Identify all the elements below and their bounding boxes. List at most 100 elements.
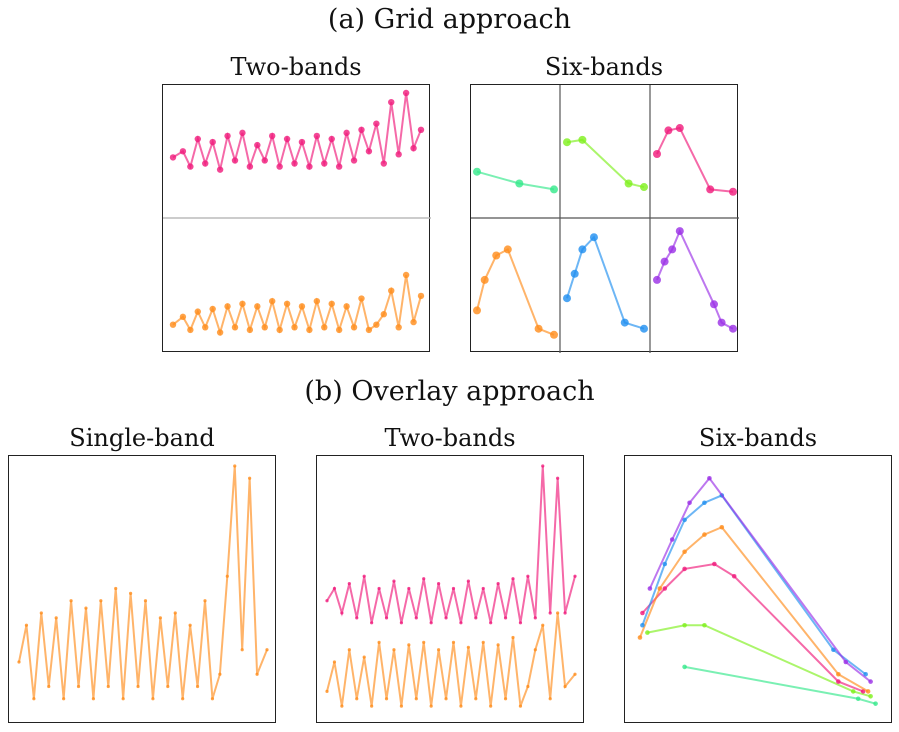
overlay-single-band-point (99, 599, 103, 603)
grid-two-bottom-band-point (365, 326, 373, 334)
overlay-six-band-3-point (712, 561, 717, 567)
overlay-single-band-point (195, 684, 200, 689)
overlay-two-top-band-point (481, 586, 485, 591)
overlay-single-band-point (62, 697, 66, 701)
grid-two-top-band-point (298, 138, 306, 146)
overlay-two-top-band-point (414, 616, 418, 620)
grid-two-bottom-band-point (321, 324, 328, 331)
grid-six-band-5-point (620, 318, 629, 327)
overlay-six-band-5-point (662, 561, 668, 567)
grid-two-top-band-point (380, 160, 387, 167)
grid-two-bottom-band-point (169, 321, 177, 328)
grid-two-bottom-band-point (417, 292, 425, 300)
overlay-two-top-band-point (347, 582, 351, 586)
overlay-single-band-point (136, 684, 140, 689)
grid-two-top-band-point (321, 160, 328, 167)
grid-two-bottom-band-point (328, 300, 335, 307)
grid-six-band-6-point (653, 275, 661, 284)
overlay-six-band-2-point (645, 630, 650, 635)
grid-six-band-4-point (534, 324, 543, 333)
overlay-two-top-band-point (422, 577, 426, 581)
grid-two-top-band-point (254, 141, 261, 149)
overlay-single-band-point (76, 684, 81, 689)
grid-six-band-3-point (729, 187, 737, 196)
grid-six-band-4-point (492, 251, 501, 260)
overlay-two-bottom-band-point (533, 648, 537, 652)
overlay-two-top-band-point (384, 616, 389, 620)
overlay-six-band-6-line (648, 476, 872, 683)
overlay-six-band-1-point (855, 696, 861, 702)
grid-two-bottom-band-point (380, 311, 387, 318)
overlay-six-bands-series (637, 475, 878, 706)
overlay-two-top-band-point (496, 582, 500, 586)
grid-six-bands-panel (470, 84, 739, 353)
overlay-single-band-title: Single-band (69, 424, 215, 452)
overlay-six-band-4-line (639, 526, 869, 693)
overlay-six-band-4-point (657, 586, 663, 591)
grid-two-bottom-band-point (269, 297, 276, 305)
overlay-two-bottom-band-point (496, 643, 500, 647)
grid-six-bands-series (473, 124, 737, 339)
overlay-two-bottom-band-point (518, 704, 523, 708)
overlay-two-top-band-point (518, 621, 523, 625)
overlay-two-top-band-point (362, 574, 366, 578)
overlay-single-band-point (121, 697, 125, 701)
grid-six-bands-title: Six-bands (544, 53, 664, 81)
overlay-two-bottom-band-point (548, 697, 552, 701)
grid-six-band-5-point (578, 245, 587, 254)
overlay-six-band-5-point (640, 622, 645, 628)
overlay-single-band-point (114, 586, 118, 591)
overlay-two-bottom-band-point (573, 672, 577, 676)
grid-two-bottom-band-point (313, 297, 321, 305)
grid-six-band-2-point (624, 179, 633, 188)
grid-six-band-4-point (480, 275, 489, 284)
grid-two-top-band-point (209, 138, 216, 146)
overlay-single-band-point (47, 684, 51, 689)
grid-two-top-band-point (313, 132, 321, 140)
overlay-six-band-6-point (669, 537, 675, 542)
grid-two-top-band-point (388, 99, 395, 106)
grid-six-band-2-point (563, 138, 571, 147)
grid-six-band-6-point (668, 245, 677, 254)
overlay-two-top-band-point (511, 577, 515, 581)
grid-two-top-band-point (365, 148, 373, 155)
overlay-single-band-point (91, 697, 95, 701)
grid-two-bands-plot (163, 89, 431, 337)
grid-two-bottom-band-point (261, 324, 268, 331)
overlay-single-band-point (69, 599, 73, 603)
grid-two-bands-top-series (169, 89, 425, 173)
grid-two-bottom-band-point (343, 303, 350, 310)
grid-six-band-4-point (473, 306, 481, 315)
grid-two-bottom-band-point (209, 305, 216, 313)
overlay-six-band-5-point (682, 517, 687, 523)
grid-two-top-band-point (276, 163, 283, 170)
overlay-six-band-2-point (850, 689, 856, 694)
overlay-two-top-band-point (407, 586, 411, 591)
overlay-six-band-4-point (865, 689, 871, 694)
overlay-two-bottom-band-point (422, 640, 426, 644)
overlay-two-bottom-band-point (347, 648, 351, 652)
overlay-two-top-band-point (474, 616, 478, 620)
grid-two-bottom-band-point (276, 326, 283, 334)
overlay-six-bands-panel (624, 455, 892, 723)
overlay-single-band-point (129, 591, 133, 595)
overlay-two-top-band-point (355, 616, 359, 620)
grid-two-top-band-point (410, 145, 417, 152)
grid-two-top-band-point (417, 126, 425, 133)
overlay-two-bottom-band-point (377, 640, 381, 644)
overlay-two-bottom-band-point (511, 635, 515, 640)
grid-two-bottom-band-point (202, 324, 209, 331)
overlay-two-bands-title: Two-bands (384, 424, 516, 452)
grid-two-top-band-point (224, 132, 231, 140)
overlay-two-bottom-band-point (466, 645, 470, 649)
overlay-two-top-band-point (459, 621, 463, 625)
overlay-two-top-band-point (429, 621, 433, 625)
grid-six-band-5-point (589, 233, 598, 242)
overlay-single-band-point (106, 684, 110, 689)
grid-two-bottom-band-point (335, 326, 343, 334)
overlay-two-bottom-band-point (384, 697, 389, 701)
overlay-two-bottom-band-point (325, 689, 329, 693)
overlay-two-bottom-band-point (563, 684, 567, 689)
grid-two-top-band-point (395, 151, 402, 158)
grid-six-band-5-point (570, 269, 579, 278)
